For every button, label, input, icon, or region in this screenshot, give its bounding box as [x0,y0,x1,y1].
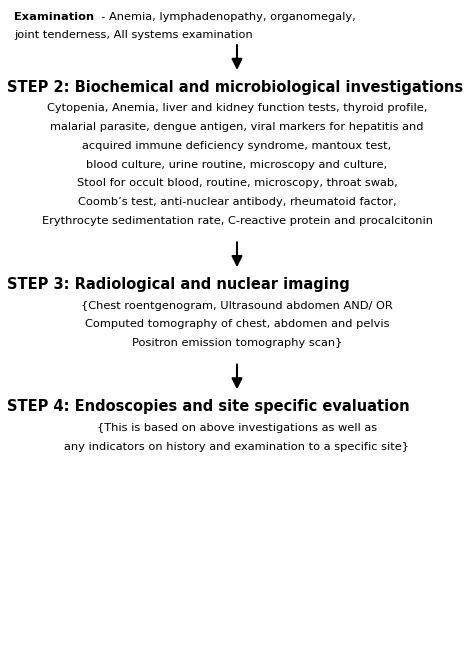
Text: STEP 2: Biochemical and microbiological investigations: STEP 2: Biochemical and microbiological … [7,80,463,94]
Text: STEP 3: Radiological and nuclear imaging: STEP 3: Radiological and nuclear imaging [7,277,350,292]
Text: STEP 4: Endoscopies and site specific evaluation: STEP 4: Endoscopies and site specific ev… [7,399,410,414]
Text: Computed tomography of chest, abdomen and pelvis: Computed tomography of chest, abdomen an… [85,320,389,330]
Text: malarial parasite, dengue antigen, viral markers for hepatitis and: malarial parasite, dengue antigen, viral… [50,122,424,132]
Text: Erythrocyte sedimentation rate, C-reactive protein and procalcitonin: Erythrocyte sedimentation rate, C-reacti… [42,216,432,226]
Text: Cytopenia, Anemia, liver and kidney function tests, thyroid profile,: Cytopenia, Anemia, liver and kidney func… [47,103,427,113]
Text: Stool for occult blood, routine, microscopy, throat swab,: Stool for occult blood, routine, microsc… [77,178,397,188]
Text: Examination: Examination [14,11,94,21]
Text: any indicators on history and examination to a specific site}: any indicators on history and examinatio… [64,442,410,452]
Text: {Chest roentgenogram, Ultrasound abdomen AND/ OR: {Chest roentgenogram, Ultrasound abdomen… [81,301,393,311]
Text: - Anemia, lymphadenopathy, organomegaly,: - Anemia, lymphadenopathy, organomegaly, [94,11,356,21]
Text: joint tenderness, All systems examination: joint tenderness, All systems examinatio… [14,30,253,40]
Text: blood culture, urine routine, microscopy and culture,: blood culture, urine routine, microscopy… [86,159,388,170]
Text: Positron emission tomography scan}: Positron emission tomography scan} [132,338,342,348]
Text: acquired immune deficiency syndrome, mantoux test,: acquired immune deficiency syndrome, man… [82,141,392,151]
Text: {This is based on above investigations as well as: {This is based on above investigations a… [97,423,377,433]
Text: Coomb’s test, anti-nuclear antibody, rheumatoid factor,: Coomb’s test, anti-nuclear antibody, rhe… [78,197,396,207]
